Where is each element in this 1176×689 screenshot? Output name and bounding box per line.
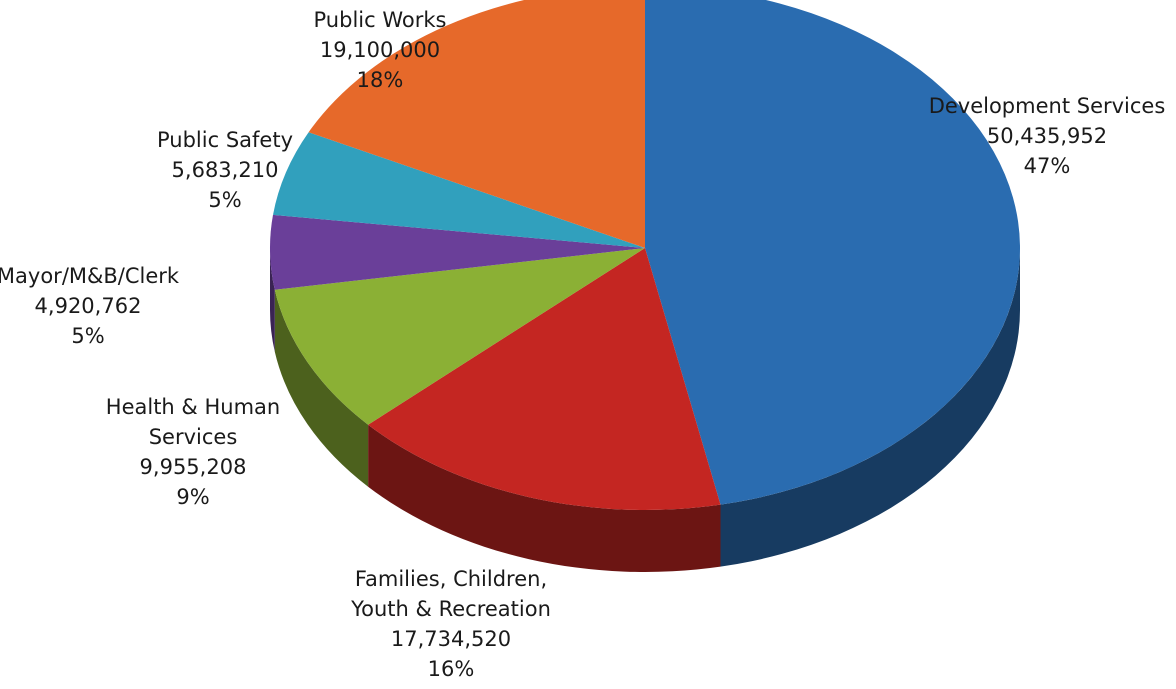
pie-slice [368,248,721,510]
pie-slice-side [368,424,721,573]
pie-slice [308,0,645,248]
slice-label: Public Works 19,100,000 18% [314,8,447,92]
pie-slice [273,132,645,248]
pie-slice [269,214,645,290]
slice-label: Families, Children, Youth & Recreation 17,… [350,567,551,681]
pie-slice-side [270,248,275,352]
pie-slice [645,0,1020,505]
pie-slice-side [274,289,369,487]
pie-slice [274,248,645,425]
pie-labels: Development Services 50,435,952 47% Familie… [0,8,1165,681]
pie-sides [270,248,1020,573]
pie-tops [269,0,1020,510]
slice-label: Mayor/M&B/Clerk 4,920,762 5% [0,264,180,348]
slice-label: Health & Human Services 9,955,208 9% [106,395,280,509]
slice-label: Public Safety 5,683,210 5% [157,128,293,212]
pie-slice-side [720,248,1020,567]
slice-label: Development Services 50,435,952 47% [929,94,1166,178]
